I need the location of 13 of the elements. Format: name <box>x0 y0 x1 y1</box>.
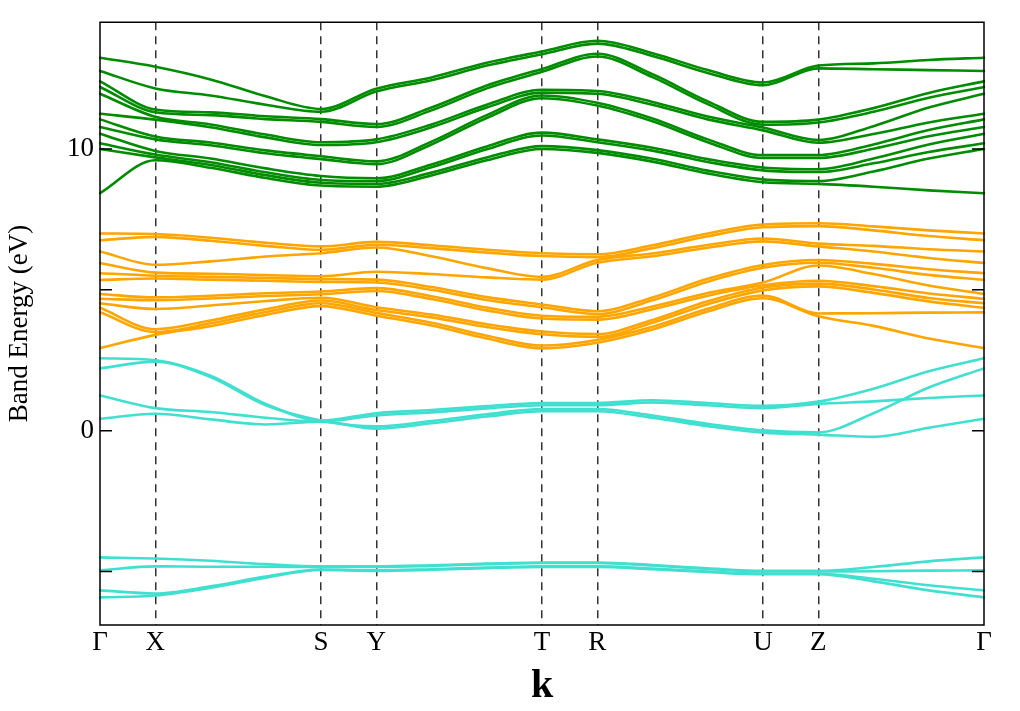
x-tick-label: S <box>313 626 329 657</box>
x-tick-label: R <box>588 626 607 657</box>
y-axis-title: Band Energy (eV) <box>3 224 34 423</box>
x-tick-label: Γ <box>92 626 108 657</box>
x-tick-label: Γ <box>976 626 992 657</box>
x-axis-title: k <box>530 661 554 707</box>
x-tick-label: U <box>753 626 773 657</box>
x-tick-label: Z <box>810 626 827 657</box>
x-tick-label: T <box>533 626 551 657</box>
y-tick-label: 0 <box>80 413 94 444</box>
y-tick-label: 10 <box>67 132 94 163</box>
x-tick-label: Y <box>366 626 386 657</box>
x-tick-label: X <box>145 626 166 657</box>
